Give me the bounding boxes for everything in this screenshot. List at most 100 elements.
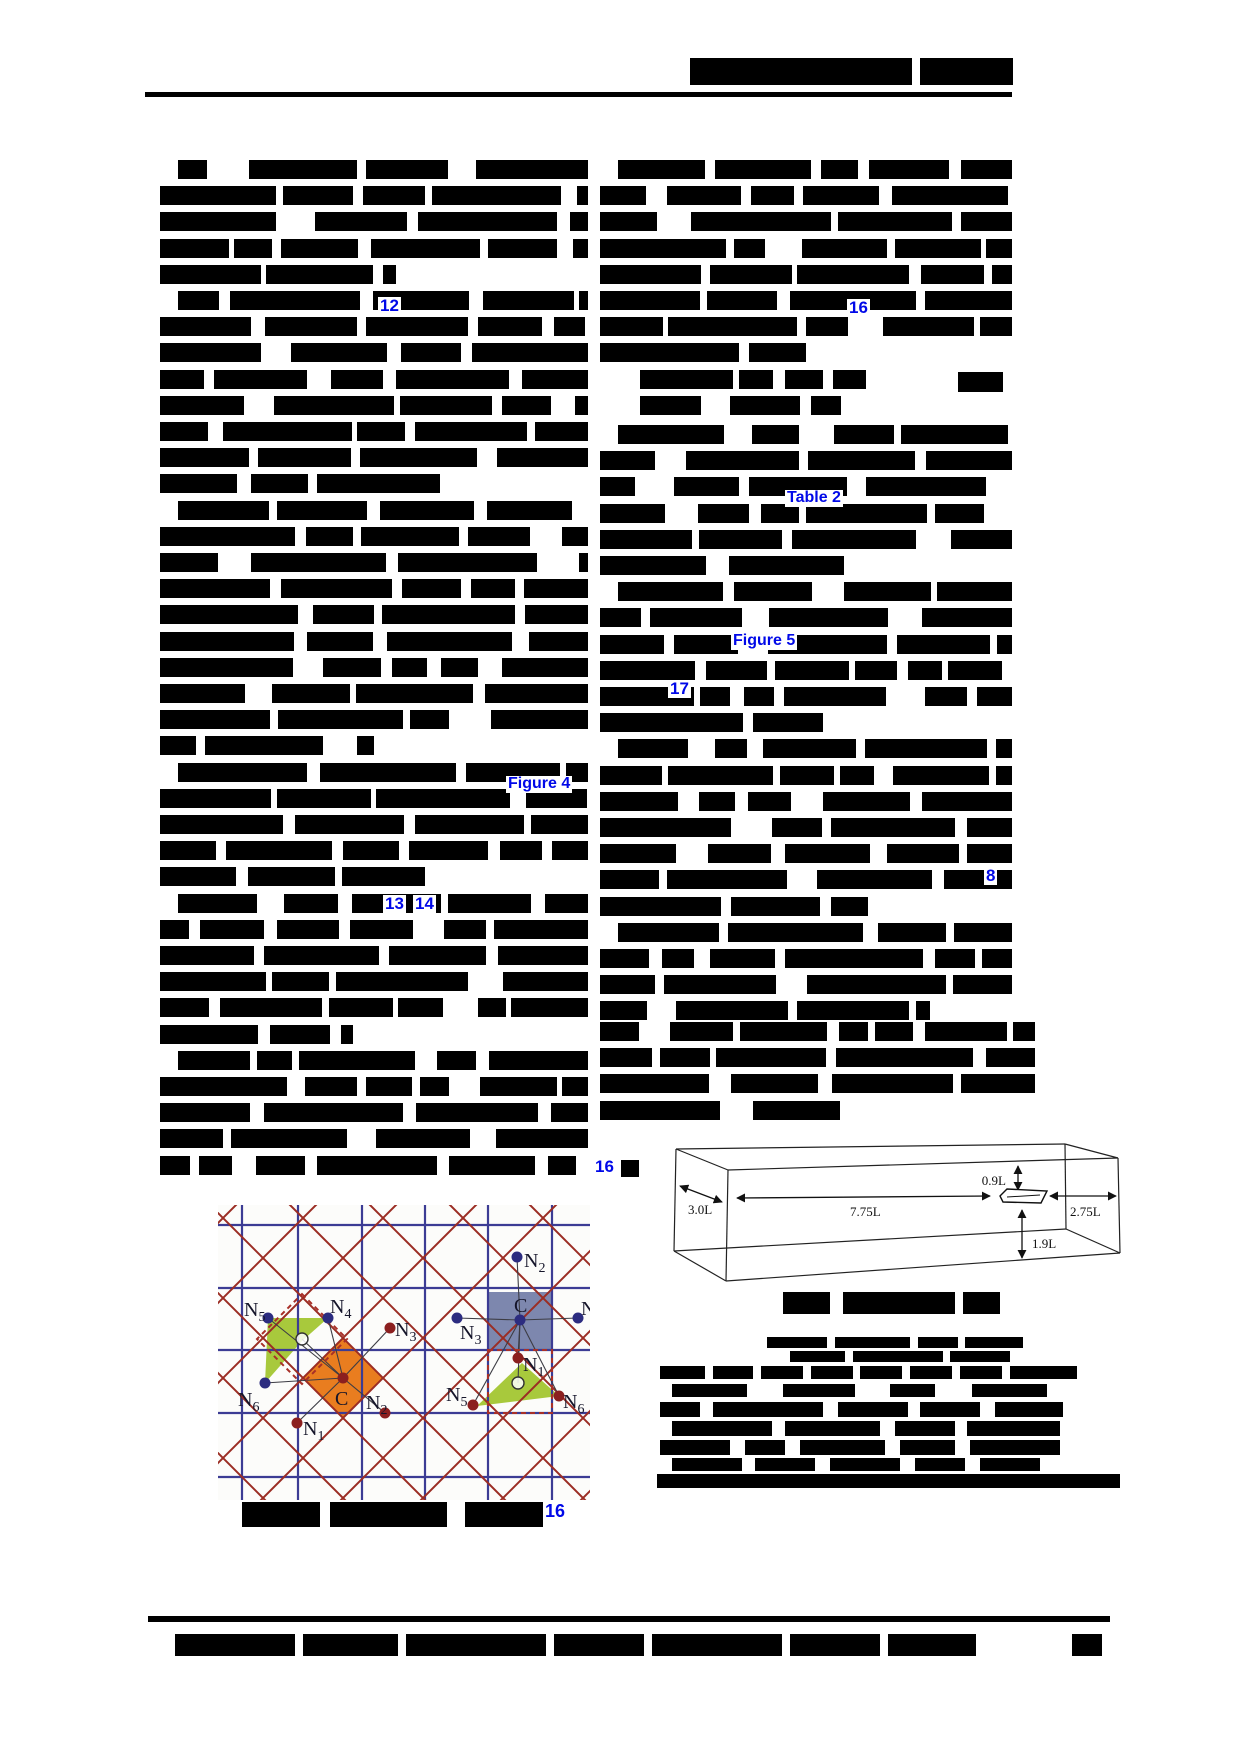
redacted-text <box>160 239 229 258</box>
redacted-text <box>401 343 462 362</box>
redacted-text <box>316 1156 437 1175</box>
redacted-text <box>380 501 475 520</box>
redacted-text <box>668 317 798 336</box>
redacted-text <box>496 1129 589 1148</box>
redacted-text <box>925 291 1013 310</box>
table-redacted <box>830 1458 900 1471</box>
redacted-text <box>830 897 868 916</box>
redacted-text <box>160 396 244 415</box>
redacted-text <box>443 920 486 939</box>
redacted-text <box>780 766 835 785</box>
redacted-text <box>921 265 985 284</box>
cite-12[interactable]: 12 <box>378 296 401 315</box>
redacted-text <box>979 317 1012 336</box>
table-redacted <box>660 1366 705 1379</box>
redacted-text <box>783 687 886 706</box>
redacted-text <box>821 160 859 179</box>
running-head-text <box>920 58 1013 85</box>
redacted-text <box>738 370 773 389</box>
redacted-text <box>831 1074 953 1093</box>
redacted-text <box>947 661 1002 680</box>
redacted-text <box>440 658 478 677</box>
redacted-text <box>864 739 987 758</box>
redacted-text <box>578 553 588 572</box>
redacted-text <box>748 792 792 811</box>
redacted-text <box>550 1103 588 1122</box>
table-redacted <box>835 1337 910 1348</box>
redacted-text <box>410 710 450 729</box>
redacted-text <box>395 370 509 389</box>
link-table-2[interactable]: Table 2 <box>785 489 843 507</box>
redacted-text <box>198 1156 232 1175</box>
cite-13[interactable]: 13 <box>383 894 406 913</box>
redacted-text <box>936 582 1012 601</box>
mesh-figure-caption <box>242 1502 320 1527</box>
redacted-text <box>760 504 799 523</box>
redacted-text <box>991 265 1012 284</box>
table-redacted <box>900 1440 955 1455</box>
table-redacted <box>660 1440 730 1455</box>
redacted-text <box>357 422 406 441</box>
redacted-text <box>524 605 588 624</box>
redacted-text <box>328 998 393 1017</box>
header-rule <box>145 92 1012 97</box>
redacted-text <box>837 212 952 231</box>
redacted-text <box>734 582 813 601</box>
cite-14[interactable]: 14 <box>413 894 436 913</box>
cite-17[interactable]: 17 <box>668 679 691 698</box>
link-figure-4[interactable]: Figure 4 <box>506 775 573 793</box>
redacted-text <box>340 1025 353 1044</box>
tank-sketch-figure: 3.0L 7.75L 0.9L 2.75L 1.9L <box>650 1140 1130 1290</box>
redacted-text <box>526 789 588 808</box>
redacted-text <box>330 370 383 389</box>
redacted-text <box>600 844 676 863</box>
redacted-text <box>878 923 947 942</box>
redacted-text <box>750 186 794 205</box>
redacted-text <box>502 972 588 991</box>
redacted-text <box>524 579 589 598</box>
redacted-text <box>600 343 739 362</box>
redacted-text <box>415 1103 538 1122</box>
link-figure-5[interactable]: Figure 5 <box>731 632 798 650</box>
cite-8[interactable]: 8 <box>984 866 998 885</box>
redacted-text <box>414 422 527 441</box>
redacted-text <box>667 766 773 785</box>
redacted-text <box>356 684 474 703</box>
redacted-text <box>291 343 388 362</box>
cite-16-left-col[interactable]: 16 <box>593 1157 616 1176</box>
redacted-text <box>935 949 976 968</box>
redacted-text <box>808 451 916 470</box>
redacted-text <box>600 317 663 336</box>
table-redacted <box>790 1351 845 1362</box>
link-caption-16[interactable]: 16 <box>543 1501 568 1521</box>
redacted-text <box>600 949 649 968</box>
redacted-text <box>234 239 273 258</box>
redacted-text <box>835 1048 973 1067</box>
table-redacted <box>1010 1366 1077 1379</box>
redacted-text <box>336 972 469 991</box>
footer-text <box>652 1634 782 1656</box>
redacted-text <box>752 1101 840 1120</box>
redacted-text <box>996 739 1013 758</box>
table-redacted <box>745 1440 785 1455</box>
redacted-text <box>966 844 1012 863</box>
redacted-text <box>160 422 208 441</box>
table-redacted <box>910 1366 952 1379</box>
table-redacted <box>853 1351 943 1362</box>
redacted-text <box>484 684 588 703</box>
redacted-text <box>247 867 335 886</box>
redacted-text <box>785 949 924 968</box>
redacted-text <box>967 818 1013 837</box>
redacted-text <box>160 448 249 467</box>
redacted-text <box>833 370 867 389</box>
cite-16-right-col[interactable]: 16 <box>847 298 870 317</box>
redacted-text <box>618 582 723 601</box>
mesh-overlap-figure: N5N4N6N3N2N1CN2CN3N4N1N5N6 <box>207 822 619 1754</box>
redacted-text <box>600 1074 709 1093</box>
redacted-text <box>600 504 665 523</box>
redacted-text <box>160 867 236 886</box>
redacted-text <box>686 451 800 470</box>
redacted-text <box>666 870 787 889</box>
redacted-text <box>640 370 733 389</box>
redacted-text <box>360 448 478 467</box>
